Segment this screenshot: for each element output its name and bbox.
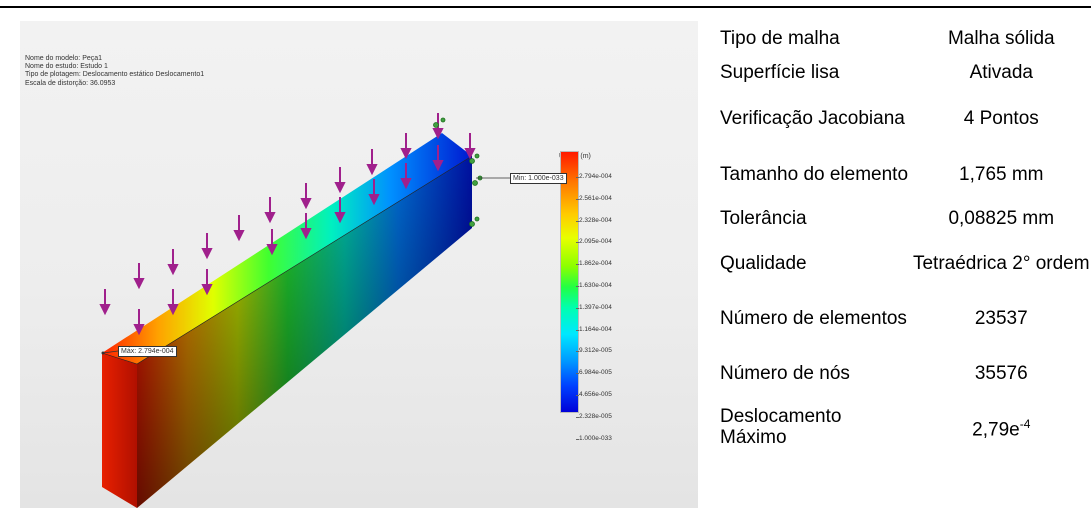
property-label: Qualidade — [720, 252, 807, 274]
legend-tick-label: 1.630e-004 — [576, 282, 612, 289]
property-label: Tamanho do elemento — [720, 164, 909, 185]
table-row: Verificação Jacobiana 4 Pontos — [708, 89, 1091, 147]
legend-tick-label: 1.862e-004 — [576, 260, 612, 268]
property-value-text: 0,08825 mm — [948, 208, 1055, 229]
table-row: Tipo de malha Malha sólida — [708, 20, 1091, 56]
property-value: 4 Pontos — [912, 89, 1091, 147]
property-label: Superfície lisa — [720, 62, 840, 83]
property-value-text: 35576 — [974, 363, 1028, 384]
property-value-exponent: -4 — [1019, 416, 1031, 431]
legend-tick-label: 1.000e-033 — [576, 434, 612, 442]
property-value-text: Malha sólida — [947, 27, 1055, 49]
property-label: Deslocamento Máximo — [720, 406, 842, 448]
property-value: 1,765 mm — [912, 147, 1091, 202]
legend-tick-label: 6.984e-005 — [576, 369, 612, 377]
max-callout: Máx: 2.794e-004 — [118, 346, 177, 357]
property-value-text: 1,765 mm — [959, 164, 1044, 185]
legend-tick-label: 2.095e-004 — [576, 238, 612, 246]
legend-tick-label: 9.312e-005 — [576, 347, 612, 355]
model-name-line: Nome do modelo: Peça1 — [25, 55, 103, 62]
plot-info: Nome do modelo: Peça1 Nome do estudo: Es… — [25, 55, 204, 88]
property-value-text: 23537 — [974, 308, 1028, 329]
legend-tick-label: 2.561e-004 — [576, 194, 612, 202]
property-value: Tetraédrica 2° ordem — [912, 235, 1091, 291]
property-label: Número de elementos — [720, 308, 907, 329]
property-value: 35576 — [912, 346, 1091, 401]
property-value: Ativada — [912, 56, 1091, 89]
table-row: Qualidade Tetraédrica 2° ordem — [708, 235, 1091, 291]
table-row: Número de nós 35576 — [708, 346, 1091, 401]
table-row: Superfície lisa Ativada — [708, 56, 1091, 89]
table-row: Número de elementos 23537 — [708, 291, 1091, 346]
beam-front-shade — [137, 156, 472, 508]
property-value: 23537 — [912, 291, 1091, 346]
property-value-text: Tetraédrica 2° ordem — [912, 252, 1090, 274]
min-callout: Min: 1.000e-033 — [510, 173, 567, 184]
property-label: Verificação Jacobiana — [720, 107, 905, 129]
beam-top-face — [102, 133, 472, 364]
load-arrows — [99, 113, 476, 336]
top-rule — [0, 6, 1091, 8]
property-value: 0,08825 mm — [912, 202, 1091, 235]
property-value: 2,79e-4 — [912, 401, 1091, 453]
table-row: Deslocamento Máximo 2,79e-4 — [708, 401, 1091, 453]
property-value-text: 2,79e — [972, 419, 1020, 441]
property-label: Número de nós — [720, 363, 850, 384]
mesh-properties-table: Tipo de malha Malha sólida Superfície lisa… — [708, 20, 1091, 453]
legend-tick-label: 2.328e-004 — [576, 216, 612, 224]
legend-tick-label: 2.794e-004 — [576, 173, 612, 180]
distortion-scale-line: Escala de distorção: 36.0953 — [25, 79, 116, 87]
property-value-text: Ativada — [969, 62, 1033, 83]
property-label: Tipo de malha — [720, 27, 840, 49]
legend-tick-label: 4.656e-005 — [576, 391, 612, 398]
property-label: Tolerância — [720, 208, 807, 229]
color-scale-bar — [560, 151, 579, 413]
table-row: Tamanho do elemento 1,765 mm — [708, 147, 1091, 202]
fixture-markers — [433, 117, 483, 227]
legend-tick-label: 1.397e-004 — [576, 303, 612, 311]
legend-tick-label: 1.164e-004 — [576, 325, 612, 333]
legend-tick-label: 2.328e-005 — [576, 412, 612, 420]
property-value: Malha sólida — [912, 20, 1091, 56]
fea-displacement-plot: Nome do modelo: Peça1 Nome do estudo: Es… — [20, 21, 698, 508]
table-row: Tolerância 0,08825 mm — [708, 202, 1091, 235]
beam-end-face — [102, 353, 137, 508]
beam-render — [99, 113, 510, 508]
plot-type-line: Tipo de plotagem: Deslocamento estático … — [25, 71, 205, 79]
property-value-text: 4 Pontos — [963, 107, 1039, 129]
study-name-line: Nome do estudo: Estudo 1 — [25, 63, 108, 71]
